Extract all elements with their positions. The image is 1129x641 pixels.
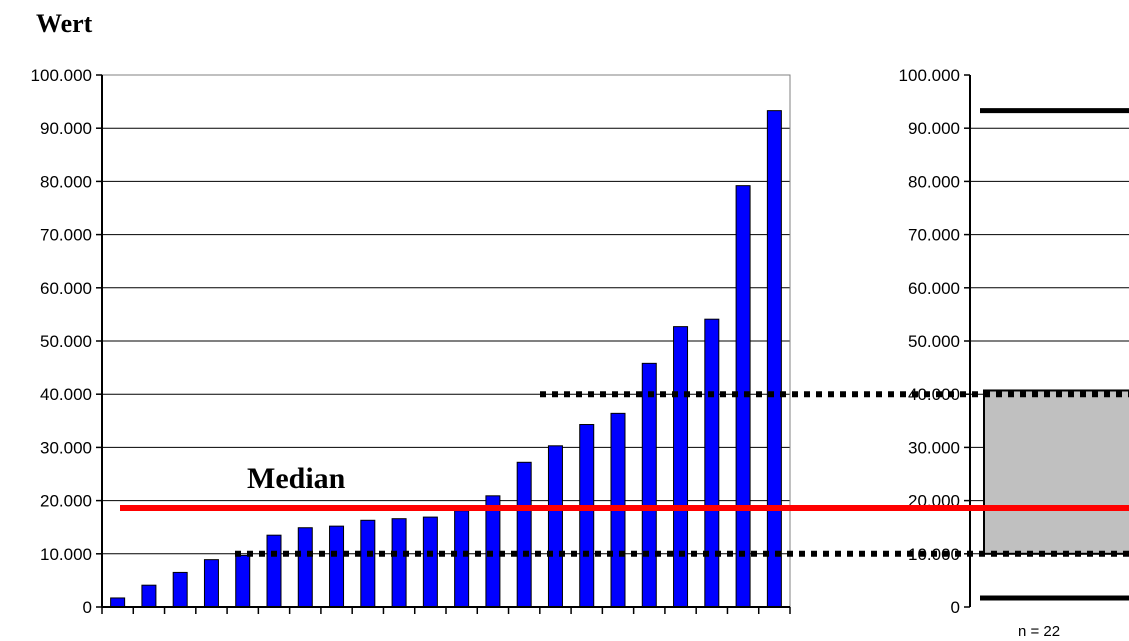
bar — [580, 425, 594, 607]
right-y-axis: 010.00020.00030.00040.00050.00060.00070.… — [899, 66, 970, 617]
n-label: n = 22 — [1018, 623, 1060, 640]
right-y-tick-label: 60.000 — [908, 279, 960, 298]
left-y-tick-label: 20.000 — [40, 492, 92, 511]
right-y-tick-label: 100.000 — [899, 66, 960, 85]
left-y-tick-label: 30.000 — [40, 438, 92, 457]
bar — [236, 555, 250, 607]
bar — [330, 526, 344, 607]
right-y-tick-label: 90.000 — [908, 119, 960, 138]
left-y-tick-label: 40.000 — [40, 385, 92, 404]
left-x-axis — [102, 607, 790, 614]
median-label: Median — [247, 462, 346, 495]
left-y-tick-label: 90.000 — [40, 119, 92, 138]
bar — [142, 585, 156, 607]
bar — [423, 517, 437, 607]
bar — [267, 535, 281, 607]
left-y-tick-label: 10.000 — [40, 545, 92, 564]
left-y-tick-label: 0 — [83, 598, 92, 617]
box-iqr — [984, 390, 1129, 553]
bar — [392, 519, 406, 607]
left-y-tick-label: 50.000 — [40, 332, 92, 351]
right-y-tick-label: 0 — [951, 598, 960, 617]
right-y-tick-label: 80.000 — [908, 172, 960, 191]
left-y-axis: 0 10.000 20.000 30.000 40.000 50.000 60.000 70.… — [31, 66, 102, 617]
left-y-tick-label: 80.000 — [40, 172, 92, 191]
left-y-tick-label: 60.000 — [40, 279, 92, 298]
bar — [674, 327, 688, 607]
bar — [517, 462, 531, 607]
bar — [173, 572, 187, 607]
left-y-tick-label: 100.000 — [31, 66, 92, 85]
chart-title: Wert — [36, 9, 93, 38]
right-y-tick-label: 50.000 — [908, 332, 960, 351]
right-y-tick-label: 30.000 — [908, 438, 960, 457]
right-y-tick-label: 70.000 — [908, 226, 960, 245]
left-bars — [111, 111, 782, 607]
bar — [204, 560, 218, 607]
bar — [642, 363, 656, 607]
bar — [298, 528, 312, 607]
bar — [548, 446, 562, 607]
bar — [767, 111, 781, 607]
left-y-tick-label: 70.000 — [40, 226, 92, 245]
bar — [111, 598, 125, 607]
bar — [361, 520, 375, 607]
bar — [455, 511, 469, 607]
bar — [705, 319, 719, 607]
box-plot — [980, 111, 1129, 598]
